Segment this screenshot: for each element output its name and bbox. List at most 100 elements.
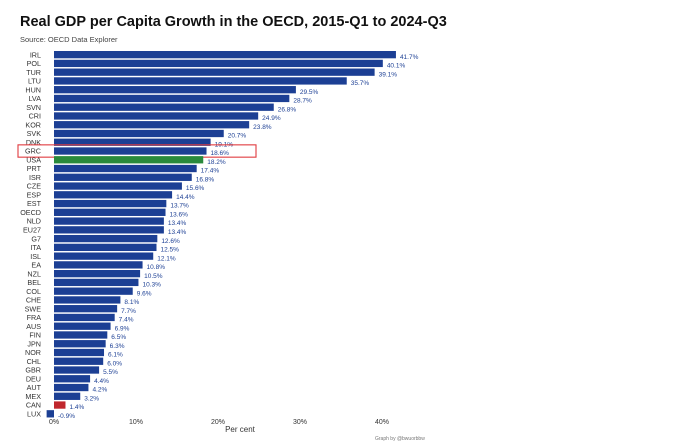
category-label-cze: CZE: [27, 182, 42, 191]
value-label-eu27: 13.4%: [168, 229, 187, 236]
category-label-chl: CHL: [27, 357, 41, 366]
bar-che: [54, 296, 121, 304]
bar-ltu: [54, 77, 347, 85]
category-label-irl: IRL: [30, 50, 41, 59]
bar-grc: [54, 147, 207, 155]
category-label-ita: ITA: [30, 243, 41, 252]
bar-kor: [54, 121, 250, 129]
value-label-tur: 39.1%: [379, 71, 398, 78]
value-label-che: 8.1%: [124, 299, 139, 306]
category-label-ltu: LTU: [28, 77, 41, 86]
bar-nor: [54, 348, 105, 357]
value-label-col: 9.6%: [137, 290, 152, 297]
bar-nzl: [54, 270, 141, 278]
category-label-gbr: GBR: [25, 366, 41, 375]
bar-svn: [54, 103, 274, 111]
bar-aus: [54, 322, 111, 330]
value-label-aus: 6.9%: [115, 325, 130, 332]
value-label-lux: -0.9%: [58, 413, 75, 420]
chart-source: Source: OECD Data Explorer: [20, 35, 118, 44]
category-label-aus: AUS: [26, 322, 41, 331]
value-label-hun: 29.5%: [300, 89, 319, 96]
bar-est: [54, 199, 167, 208]
category-label-can: CAN: [26, 401, 41, 410]
value-label-bel: 10.3%: [142, 282, 161, 289]
value-label-isl: 12.1%: [157, 255, 176, 262]
value-label-pol: 40.1%: [387, 63, 406, 70]
value-label-cze: 15.6%: [186, 185, 205, 192]
bar-gbr: [54, 366, 100, 374]
bar-col: [54, 287, 133, 295]
category-label-kor: KOR: [25, 120, 41, 129]
value-label-esp: 14.4%: [176, 194, 195, 201]
category-label-cri: CRI: [29, 112, 41, 121]
category-label-prt: PRT: [27, 164, 42, 173]
category-label-svk: SVK: [27, 129, 42, 138]
category-label-ea: EA: [31, 261, 41, 270]
value-label-svn: 26.8%: [278, 106, 297, 113]
bar-fra: [54, 313, 115, 322]
category-label-grc: GRC: [25, 147, 41, 156]
category-label-usa: USA: [26, 155, 41, 164]
bar-ea: [54, 261, 143, 269]
value-label-est: 13.7%: [170, 203, 189, 210]
chart-credit: Graph by @bwuorbbw: [375, 436, 425, 442]
bar-cze: [54, 182, 182, 190]
value-label-cri: 24.9%: [262, 115, 281, 122]
category-label-swe: SWE: [25, 304, 42, 313]
category-label-lux: LUX: [27, 409, 41, 418]
category-label-fra: FRA: [27, 313, 42, 322]
category-label-isl: ISL: [30, 252, 41, 261]
value-label-ea: 10.8%: [147, 264, 166, 271]
value-label-nld: 13.4%: [168, 220, 187, 227]
category-label-pol: POL: [27, 59, 41, 68]
value-label-g7: 12.6%: [161, 238, 180, 245]
bar-bel: [54, 278, 139, 287]
bar-eu27: [54, 226, 164, 234]
value-label-nzl: 10.5%: [144, 273, 163, 280]
category-label-isr: ISR: [29, 173, 41, 182]
x-tick-label: 0%: [49, 419, 59, 426]
category-label-col: COL: [26, 287, 41, 296]
value-label-fra: 7.4%: [119, 317, 134, 324]
bar-dnk: [54, 138, 211, 146]
category-label-nzl: NZL: [27, 269, 41, 278]
category-label-nor: NOR: [25, 348, 41, 357]
category-label-mex: MEX: [25, 392, 41, 401]
bar-pol: [54, 59, 383, 68]
value-label-isr: 16.8%: [196, 176, 215, 183]
chart-title: Real GDP per Capita Growth in the OECD, …: [20, 14, 447, 30]
value-label-ltu: 35.7%: [351, 80, 370, 87]
category-label-svn: SVN: [26, 103, 41, 112]
x-tick-label: 40%: [375, 419, 389, 426]
value-label-can: 1.4%: [69, 404, 84, 411]
category-label-deu: DEU: [26, 374, 41, 383]
value-label-grc: 18.6%: [211, 150, 230, 157]
category-label-che: CHE: [26, 296, 41, 305]
bar-esp: [54, 191, 173, 199]
category-label-jpn: JPN: [27, 339, 41, 348]
category-label-g7: G7: [31, 234, 41, 243]
bar-cri: [54, 112, 259, 120]
category-label-est: EST: [27, 199, 42, 208]
category-label-oecd: OECD: [20, 208, 41, 217]
bar-lva: [54, 94, 290, 103]
bar-fin: [54, 331, 108, 339]
x-tick-label: 20%: [211, 419, 225, 426]
value-label-swe: 7.7%: [121, 308, 136, 315]
category-label-tur: TUR: [26, 68, 41, 77]
value-label-gbr: 5.5%: [103, 369, 118, 376]
category-label-hun: HUN: [25, 85, 41, 94]
bar-swe: [54, 305, 118, 313]
bar-lux: [46, 410, 54, 418]
bar-hun: [54, 86, 296, 94]
bar-nld: [54, 217, 164, 225]
bar-ita: [54, 243, 157, 252]
value-label-prt: 17.4%: [201, 168, 220, 175]
category-label-dnk: DNK: [26, 138, 41, 147]
x-tick-label: 30%: [293, 419, 307, 426]
bar-usa: [54, 156, 204, 164]
value-label-ita: 12.5%: [161, 247, 180, 254]
